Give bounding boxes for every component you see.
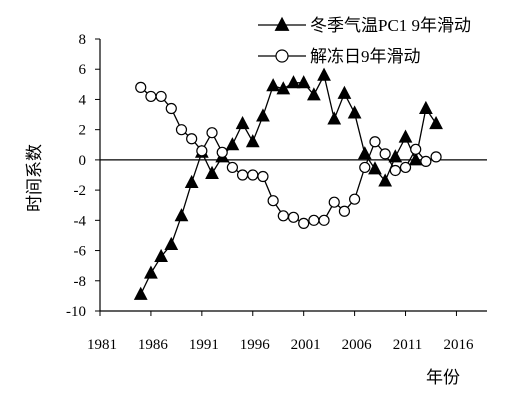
legend-item: 冬季气温PC1 9年滑动: [258, 16, 471, 35]
data-point-triangle: [245, 134, 260, 148]
ticks: -10 -8 -6 -4 -2 0 2 4 6 8 1981 1986 1991 1996 2001 2006…: [66, 32, 474, 353]
y-tick-label: 8: [79, 32, 87, 48]
data-point-circle: [369, 136, 381, 148]
data-point-triangle: [368, 161, 382, 175]
y-tick-label: -4: [74, 213, 87, 229]
data-point-circle: [359, 161, 371, 174]
data-point-circle: [338, 205, 351, 217]
data-point-circle: [328, 196, 340, 208]
data-point-circle: [267, 195, 279, 207]
legend-marker-circle: [275, 49, 289, 63]
x-tick-label: 1981: [87, 337, 117, 353]
y-tick-label: -8: [74, 274, 87, 290]
legend-marker-triangle: [274, 16, 290, 31]
data-point-circle: [186, 133, 198, 145]
legend-label: 冬季气温PC1 9年滑动: [310, 16, 471, 35]
data-point-triangle: [429, 115, 443, 130]
series-layer: [133, 67, 443, 300]
data-point-triangle: [388, 149, 403, 163]
data-point-triangle: [398, 129, 413, 143]
y-tick-label: 4: [79, 92, 87, 108]
data-point-triangle: [337, 85, 352, 99]
x-tick-label: 2011: [393, 337, 422, 353]
data-point-circle: [175, 124, 188, 136]
data-point-circle: [399, 161, 412, 174]
data-point-triangle: [184, 174, 199, 189]
data-point-triangle: [164, 236, 179, 250]
data-point-circle: [226, 161, 238, 174]
y-tick-label: 2: [79, 123, 87, 139]
y-tick-label: -2: [74, 183, 87, 199]
y-tick-label: -10: [66, 304, 86, 320]
data-point-triangle: [154, 248, 168, 263]
data-point-circle: [287, 211, 300, 223]
data-point-triangle: [235, 115, 250, 130]
data-point-circle: [236, 169, 249, 181]
x-tick-label: 2006: [342, 337, 373, 353]
x-tick-label: 2001: [291, 337, 321, 353]
legend-label: 解冻日9年滑动: [310, 47, 421, 66]
data-point-triangle: [174, 208, 189, 222]
data-point-triangle: [276, 81, 291, 95]
data-point-circle: [379, 148, 391, 160]
y-tick-label: 0: [79, 153, 87, 169]
data-point-circle: [145, 90, 157, 103]
data-point-circle: [298, 217, 310, 229]
data-point-triangle: [256, 108, 270, 122]
data-point-triangle: [225, 137, 240, 151]
legend-item: 解冻日9年滑动: [258, 47, 421, 66]
data-point-triangle: [266, 78, 281, 92]
data-point-circle: [410, 143, 422, 155]
data-point-circle: [318, 214, 330, 226]
data-point-circle: [165, 102, 177, 115]
data-point-circle: [155, 90, 167, 103]
data-point-circle: [206, 127, 218, 139]
y-tick-label: -6: [74, 244, 87, 260]
y-tick-label: 6: [79, 62, 87, 78]
data-point-triangle: [296, 75, 311, 89]
data-point-triangle: [306, 87, 321, 101]
data-point-triangle: [408, 152, 423, 166]
data-point-triangle: [133, 286, 148, 300]
data-point-triangle: [205, 165, 219, 179]
data-point-triangle: [286, 75, 301, 89]
data-point-circle: [196, 145, 208, 157]
x-tick-label: 2016: [443, 337, 474, 353]
data-point-circle: [277, 210, 289, 222]
data-point-circle: [216, 146, 228, 158]
x-tick-label: 1996: [240, 337, 271, 353]
y-axis-label: 时间系数: [25, 144, 44, 212]
data-point-triangle: [419, 100, 433, 114]
x-tick-label: 1986: [138, 337, 169, 353]
data-point-circle: [349, 193, 361, 205]
series-2: [135, 81, 442, 229]
data-point-triangle: [144, 265, 158, 279]
data-point-triangle: [347, 105, 362, 119]
data-point-circle: [308, 214, 320, 226]
data-point-circle: [247, 169, 259, 181]
data-point-circle: [420, 155, 432, 167]
data-point-triangle: [357, 146, 372, 160]
x-tick-label: 1991: [189, 337, 219, 353]
x-axis-label: 年份: [426, 368, 460, 387]
data-point-triangle: [378, 173, 393, 187]
data-point-triangle: [327, 111, 342, 125]
data-point-triangle: [317, 67, 331, 81]
series-1: [133, 67, 443, 300]
series-line: [140, 73, 437, 295]
data-point-circle: [257, 170, 269, 183]
data-point-circle: [135, 81, 147, 93]
data-point-circle: [389, 164, 401, 177]
data-point-circle: [430, 151, 442, 163]
